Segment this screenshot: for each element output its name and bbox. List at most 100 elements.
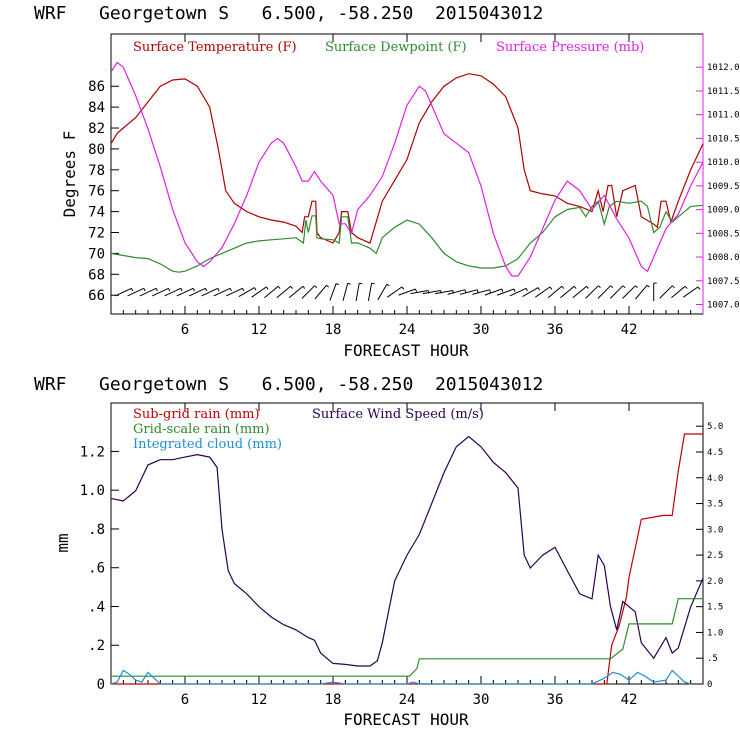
wind-barb — [213, 287, 231, 297]
y-tick-label: 0 — [97, 677, 105, 693]
y2-tick-label: 1010.0 — [707, 158, 740, 168]
wind-barb — [609, 285, 624, 299]
wind-barb-flag — [549, 286, 553, 290]
x-axis-label: FORECAST HOUR — [343, 341, 469, 360]
chart-title: WRF Georgetown S 6.500, -58.250 20150430… — [34, 3, 543, 24]
wind-barbs — [114, 282, 701, 302]
y2-tick-label: 4.5 — [707, 448, 723, 458]
y-tick-label: 68 — [88, 267, 105, 283]
wind-barb — [342, 283, 349, 301]
wind-barb-flag — [513, 288, 516, 292]
wind-barb — [201, 287, 219, 297]
series-line-sub-grid-rain — [111, 433, 703, 685]
wind-barb-flag — [168, 288, 171, 292]
wind-barb — [459, 289, 478, 295]
wind-barb-flag — [561, 285, 565, 289]
wind-barb-flag — [598, 285, 601, 289]
y2-tick-label: 1009.0 — [707, 206, 740, 216]
y-tick-label: 84 — [88, 100, 105, 116]
wind-barb — [238, 287, 255, 298]
series-line-grid-scale-rain — [111, 598, 703, 677]
y-tick-label: 76 — [88, 184, 105, 200]
y-axis-label: Degrees F — [60, 131, 79, 218]
wind-barb-flag — [335, 283, 340, 286]
y2-tick-label: 1008.0 — [707, 253, 740, 263]
wind-barb — [329, 283, 337, 301]
y-tick-label: 82 — [88, 121, 105, 137]
series-line-surface-wind-speed — [110, 435, 704, 667]
wind-barb-flag — [314, 285, 318, 289]
x-tick-label: 12 — [251, 322, 268, 338]
wind-barb-flag — [265, 286, 269, 290]
x-axis-label: FORECAST HOUR — [343, 710, 469, 729]
y2-tick-label: 1008.5 — [707, 229, 740, 239]
wind-barb-flag — [131, 288, 134, 292]
wind-barb-flag — [697, 286, 701, 290]
x-tick-label: 42 — [621, 692, 638, 708]
y2-tick-label: 5.0 — [707, 422, 723, 432]
wind-barb-flag — [537, 287, 541, 291]
y2-tick-label: 1009.5 — [707, 182, 740, 192]
wind-barb-flag — [586, 285, 589, 289]
wind-barb — [301, 285, 316, 299]
y-tick-label: .8 — [88, 522, 105, 538]
y2-tick-label: 3.5 — [707, 500, 723, 510]
series-line-surface-dewpoint — [110, 200, 704, 273]
y-tick-label: 86 — [88, 79, 105, 95]
wind-barb — [447, 289, 466, 295]
wind-barb-flag — [489, 289, 491, 293]
wind-barb-flag — [610, 285, 614, 289]
wind-barb-flag — [386, 283, 390, 287]
wind-barb — [387, 286, 403, 298]
y-tick-label: .2 — [88, 638, 105, 654]
wind-barb-flag — [180, 288, 183, 292]
wind-barb-flag — [646, 284, 650, 288]
legend-gridscale-rain: Grid-scale rain (mm) — [133, 422, 270, 437]
wind-barb-flag — [217, 288, 220, 292]
wind-barb-flag — [622, 285, 626, 289]
wind-barb — [164, 287, 182, 297]
wind-barb — [176, 287, 194, 297]
wind-barb — [264, 285, 279, 299]
y2-tick-label: 1010.5 — [707, 134, 740, 144]
wind-barb-flag — [229, 288, 232, 292]
y-tick-label: .6 — [88, 561, 105, 577]
y-tick-label: 1.0 — [80, 483, 105, 499]
y-tick-label: 72 — [88, 226, 105, 242]
y-tick-label: 80 — [88, 142, 105, 158]
wind-barb — [225, 287, 243, 297]
x-tick-label: 6 — [181, 692, 189, 708]
series-line-surface-temperature — [110, 73, 704, 244]
y2-tick-label: 2.0 — [707, 577, 723, 587]
wind-barb-flag — [192, 288, 195, 292]
wind-barb — [276, 285, 291, 299]
wind-barb — [472, 289, 490, 295]
wind-barb-flag — [415, 288, 417, 292]
wind-barb — [377, 284, 388, 301]
wind-barb-flag — [143, 288, 146, 292]
wind-barb-flag — [501, 288, 504, 292]
y-tick-label: 66 — [88, 288, 105, 304]
x-tick-label: 12 — [251, 692, 268, 708]
x-tick-label: 18 — [325, 692, 342, 708]
y2-tick-label: 1011.0 — [707, 111, 740, 121]
x-tick-label: 24 — [399, 322, 416, 338]
wind-barb-flag — [573, 285, 577, 289]
wind-barb-flag — [347, 282, 351, 285]
x-tick-label: 36 — [547, 692, 564, 708]
wind-barb — [435, 290, 453, 295]
legend-integrated-cloud: Integrated cloud (mm) — [133, 437, 282, 452]
wind-barb — [635, 284, 648, 300]
plot-frame — [110, 33, 704, 315]
wind-barb — [671, 285, 686, 299]
y2-tick-label: 1012.0 — [707, 63, 740, 73]
wind-barb-flag — [359, 282, 363, 285]
y2-tick-label: 2.5 — [707, 551, 723, 561]
wind-barb — [585, 285, 599, 299]
wind-barb — [314, 284, 327, 300]
wind-barb-flag — [155, 288, 158, 292]
wind-barb-flag — [326, 284, 330, 288]
series-line-integrated-cloud — [110, 669, 691, 685]
y2-tick-label: 3.0 — [707, 525, 723, 535]
